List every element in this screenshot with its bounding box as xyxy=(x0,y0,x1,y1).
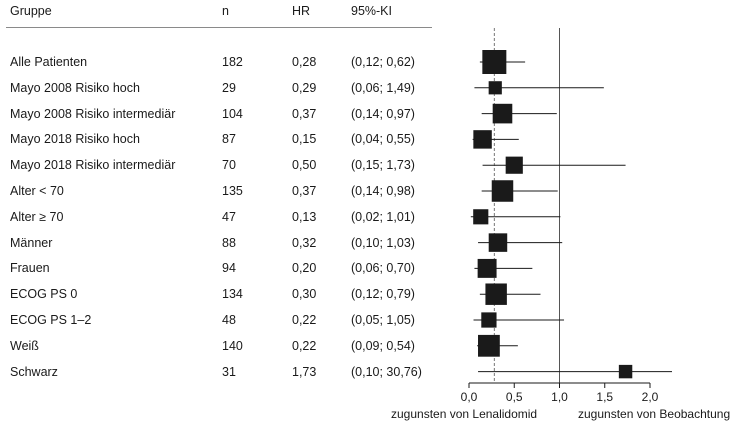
row-group-label: Alter < 70 xyxy=(10,184,64,198)
row-ci-value: (0,15; 1,73) xyxy=(351,158,415,173)
hr-point xyxy=(481,312,497,328)
row-ci-value: (0,12; 0,62) xyxy=(351,55,415,69)
row-group-label: Männer xyxy=(10,235,53,250)
row-hr-value: 0,37 xyxy=(292,184,317,198)
row-hr-value: 0,20 xyxy=(292,261,317,276)
row-n-value: 29 xyxy=(222,80,236,95)
hr-point xyxy=(482,50,507,74)
x-tick-label: 0,0 xyxy=(461,390,478,404)
x-tick-label: 0,5 xyxy=(506,390,523,404)
row-group-label: ECOG PS 1–2 xyxy=(10,313,92,327)
row-n-value: 70 xyxy=(222,158,236,173)
x-label-left: zugunsten von Lenalidomid xyxy=(391,407,537,421)
plot-layer: 0,0 0,5 1,0 1,5 2,0 zugunsten von Lenalidomid… xyxy=(391,28,730,421)
row-ci-value: (0,14; 0,98) xyxy=(351,184,415,198)
row-n-value: 182 xyxy=(222,55,243,69)
x-tick-label: 2,0 xyxy=(642,390,659,404)
row-ci-value: (0,04; 0,55) xyxy=(351,132,415,147)
hr-point xyxy=(473,130,492,149)
hr-point xyxy=(505,156,523,174)
hr-point xyxy=(618,364,633,379)
row-ci-value: (0,09; 0,54) xyxy=(351,338,415,353)
hr-point xyxy=(473,209,489,225)
row-ci-value: (0,10; 1,03) xyxy=(351,235,415,250)
row-ci-value: (0,05; 1,05) xyxy=(351,313,415,327)
hr-point xyxy=(492,103,513,124)
row-n-value: 135 xyxy=(222,184,243,198)
row-n-value: 31 xyxy=(222,364,236,379)
row-ci-value: (0,10; 30,76) xyxy=(351,364,422,379)
hr-point xyxy=(477,258,497,278)
row-n-value: 104 xyxy=(222,106,243,121)
row-group-label: Schwarz xyxy=(10,364,58,379)
row-hr-value: 0,22 xyxy=(292,338,317,353)
row-hr-value: 0,13 xyxy=(292,209,317,224)
row-n-value: 48 xyxy=(222,313,236,327)
header-divider xyxy=(6,27,432,28)
row-n-value: 140 xyxy=(222,338,243,353)
hr-point xyxy=(488,81,502,95)
row-group-label: Mayo 2008 Risiko intermediär xyxy=(10,106,176,121)
row-hr-value: 0,15 xyxy=(292,132,317,147)
row-group-label: ECOG PS 0 xyxy=(10,287,78,302)
hr-point xyxy=(491,180,514,202)
row-n-value: 134 xyxy=(222,287,243,302)
hr-point xyxy=(485,283,507,305)
x-tick-label: 1,5 xyxy=(596,390,613,404)
row-ci-value: (0,12; 0,79) xyxy=(351,287,415,302)
hr-point xyxy=(488,233,508,252)
row-hr-value: 1,73 xyxy=(292,364,317,379)
row-group-label: Mayo 2018 Risiko hoch xyxy=(10,132,140,147)
row-n-value: 94 xyxy=(222,261,236,276)
row-hr-value: 0,28 xyxy=(292,55,317,69)
header-n: n xyxy=(222,4,229,18)
row-hr-value: 0,32 xyxy=(292,235,317,250)
row-group-label: Alle Patienten xyxy=(10,55,88,69)
row-ci-value: (0,02; 1,01) xyxy=(351,209,415,224)
hr-point xyxy=(478,334,500,357)
row-group-label: Mayo 2008 Risiko hoch xyxy=(10,80,140,95)
row-hr-value: 0,29 xyxy=(292,80,317,95)
header-hr: HR xyxy=(292,4,311,18)
row-n-value: 87 xyxy=(222,132,236,147)
header-ci: 95%-KI xyxy=(351,4,392,18)
row-group-label: Weiß xyxy=(10,338,39,353)
x-tick-label: 1,0 xyxy=(551,390,568,404)
row-group-label: Alter ≥ 70 xyxy=(10,209,64,224)
row-group-label: Mayo 2018 Risiko intermediär xyxy=(10,158,176,173)
row-ci-value: (0,14; 0,97) xyxy=(351,106,415,121)
row-hr-value: 0,37 xyxy=(292,106,317,121)
row-hr-value: 0,22 xyxy=(292,313,317,327)
row-hr-value: 0,30 xyxy=(292,287,317,302)
row-n-value: 88 xyxy=(222,235,236,250)
row-ci-value: (0,06; 0,70) xyxy=(351,261,415,276)
x-label-right: zugunsten von Beobachtung xyxy=(578,407,730,421)
row-n-value: 47 xyxy=(222,209,236,224)
header-group: Gruppe xyxy=(10,4,52,18)
row-ci-value: (0,06; 1,49) xyxy=(351,80,415,95)
row-group-label: Frauen xyxy=(10,261,50,276)
row-hr-value: 0,50 xyxy=(292,158,317,173)
